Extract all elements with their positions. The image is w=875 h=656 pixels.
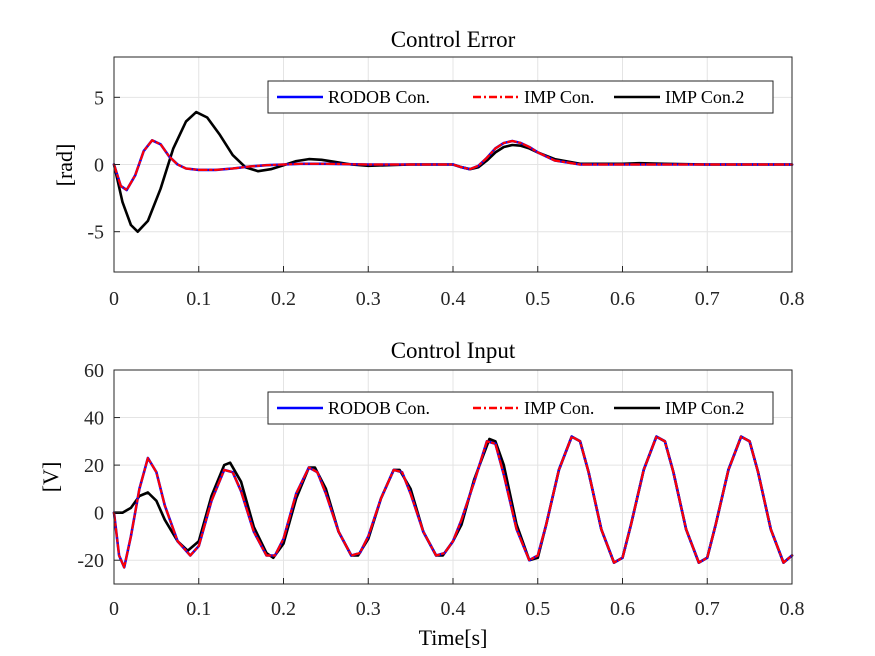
- control-error-series: [112, 110, 794, 233]
- control-error-xtick-label-3: 0.3: [356, 288, 381, 310]
- control-input-series: [112, 435, 794, 569]
- control-error-ytick-label-0: -5: [87, 222, 104, 244]
- control-input-xtick-label-0: 0: [109, 598, 119, 620]
- control-input-legend-label-1: IMP Con.: [524, 398, 594, 418]
- control-input-ytick-label-1: 0: [94, 503, 104, 525]
- control-input-legend-box: [267, 391, 774, 425]
- control-error-ytick-label-1: 0: [94, 155, 104, 177]
- control-input-series-1: [112, 435, 794, 569]
- control-error-ylabel: [rad]: [52, 144, 77, 187]
- control-error-xtick-label-0: 0: [109, 288, 119, 310]
- control-input-title: Control Input: [391, 338, 516, 363]
- control-error-xtick-label-6: 0.6: [610, 288, 635, 310]
- control-input-xtick-label-5: 0.5: [525, 598, 550, 620]
- control-input-ticks: 0 0.1 0.2 0.3 0.4 0.5 0.6 0.7 0.8 -20 0 20 40 60: [77, 360, 804, 620]
- control-error-xtick-label-4: 0.4: [441, 288, 466, 310]
- control-error-xtick-label-5: 0.5: [525, 288, 550, 310]
- control-error-xtick-label-1: 0.1: [186, 288, 211, 310]
- control-input-ytick-label-3: 40: [84, 408, 104, 430]
- control-input-xtick-label-3: 0.3: [356, 598, 381, 620]
- control-error-ytick-label-2: 5: [94, 87, 104, 109]
- control-error-legend-label-1: IMP Con.: [524, 87, 594, 107]
- control-error-panel: Control Error 0 0.1 0.2 0.3 0.4 0.5 0.6 0.7 0.8 -…: [52, 27, 805, 310]
- control-input-xtick-label-4: 0.4: [441, 598, 466, 620]
- control-error-xtick-label-8: 0.8: [780, 288, 805, 310]
- control-input-ylabel: [V]: [38, 462, 63, 493]
- control-input-panel: Control Input 0 0.1 0.2 0.3 0.4 0.5 0.6 0.7 0.8 -…: [38, 338, 805, 620]
- control-input-xtick-label-1: 0.1: [186, 598, 211, 620]
- control-input-xtick-label-8: 0.8: [780, 598, 805, 620]
- control-input-legend-label-0: RODOB Con.: [328, 398, 430, 418]
- control-input-xtick-label-6: 0.6: [610, 598, 635, 620]
- control-error-xtick-label-7: 0.7: [695, 288, 720, 310]
- control-input-ytick-label-0: -20: [77, 550, 104, 572]
- control-error-title: Control Error: [391, 27, 516, 52]
- control-input-ytick-label-4: 60: [84, 360, 104, 382]
- control-input-legend-label-2: IMP Con.2: [665, 398, 744, 418]
- control-error-legend-box: [267, 80, 774, 114]
- x-axis-label: Time[s]: [419, 625, 488, 650]
- control-error-series-1: [112, 139, 794, 192]
- control-input-ytick-label-2: 20: [84, 455, 104, 477]
- control-error-ticks: 0 0.1 0.2 0.3 0.4 0.5 0.6 0.7 0.8 -5 0 5: [87, 87, 804, 310]
- control-input-xtick-label-2: 0.2: [271, 598, 296, 620]
- control-input-legend: RODOB Con. IMP Con. IMP Con.2: [267, 391, 774, 425]
- control-error-xtick-label-2: 0.2: [271, 288, 296, 310]
- control-error-legend-label-0: RODOB Con.: [328, 87, 430, 107]
- control-error-legend: RODOB Con. IMP Con. IMP Con.2: [267, 80, 774, 114]
- control-error-legend-label-2: IMP Con.2: [665, 87, 744, 107]
- control-input-xtick-label-7: 0.7: [695, 598, 720, 620]
